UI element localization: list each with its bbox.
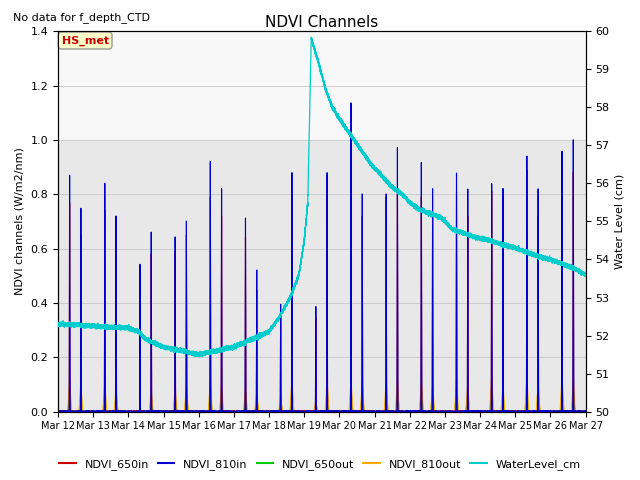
Y-axis label: NDVI channels (W/m2/nm): NDVI channels (W/m2/nm) [15, 147, 25, 295]
Line: WaterLevel_cm: WaterLevel_cm [58, 37, 586, 357]
NDVI_650in [82, 409, 90, 415]
NDVI_650out [558, 384, 566, 390]
NDVI_650in [523, 167, 531, 173]
WaterLevel_cm [478, 237, 486, 242]
NDVI_650in [54, 409, 62, 415]
NDVI_650out [465, 401, 473, 407]
Title: NDVI Channels: NDVI Channels [265, 15, 378, 30]
WaterLevel_cm [391, 187, 399, 193]
NDVI_810out [558, 373, 566, 379]
NDVI_810in [54, 409, 62, 415]
Line: NDVI_650out: NDVI_650out [58, 387, 586, 412]
NDVI_810in [478, 409, 486, 415]
Text: HS_met: HS_met [61, 36, 109, 46]
NDVI_650out [54, 409, 62, 415]
NDVI_650out [582, 409, 589, 415]
NDVI_810in [465, 408, 473, 414]
WaterLevel_cm [465, 233, 473, 239]
NDVI_810in [391, 408, 399, 414]
Legend: NDVI_650in, NDVI_810in, NDVI_650out, NDVI_810out, WaterLevel_cm: NDVI_650in, NDVI_810in, NDVI_650out, NDV… [54, 455, 586, 474]
NDVI_810in [347, 100, 355, 106]
NDVI_810in [82, 408, 90, 414]
WaterLevel_cm [54, 321, 62, 326]
NDVI_650in [465, 408, 473, 414]
NDVI_650out [391, 409, 399, 415]
NDVI_810out [82, 409, 90, 415]
NDVI_650in [485, 408, 493, 414]
NDVI_650out [485, 409, 493, 415]
Line: NDVI_810out: NDVI_810out [58, 376, 586, 412]
NDVI_650in [451, 409, 458, 415]
WaterLevel_cm [451, 228, 458, 234]
NDVI_650in [391, 409, 399, 415]
WaterLevel_cm [196, 354, 204, 360]
Text: No data for f_depth_CTD: No data for f_depth_CTD [13, 12, 150, 23]
NDVI_810in [582, 408, 589, 414]
Line: NDVI_810in: NDVI_810in [58, 103, 586, 412]
NDVI_650in [582, 409, 589, 415]
WaterLevel_cm [485, 237, 493, 243]
NDVI_650in [54, 409, 62, 415]
Y-axis label: Water Level (cm): Water Level (cm) [615, 174, 625, 269]
NDVI_810out [54, 408, 62, 414]
NDVI_810out [54, 409, 62, 415]
NDVI_650out [478, 409, 486, 415]
WaterLevel_cm [582, 273, 589, 279]
NDVI_810out [465, 397, 473, 403]
NDVI_650in [478, 408, 486, 414]
NDVI_810out [485, 409, 493, 415]
NDVI_810in [485, 408, 493, 414]
NDVI_650out [82, 408, 90, 414]
NDVI_810out [391, 409, 399, 415]
WaterLevel_cm [82, 323, 90, 328]
NDVI_810out [451, 408, 458, 414]
NDVI_650out [451, 408, 458, 414]
NDVI_810out [478, 408, 486, 414]
NDVI_810in [451, 409, 458, 415]
WaterLevel_cm [307, 34, 315, 40]
Bar [58, 31, 586, 140]
NDVI_810in [54, 408, 62, 414]
NDVI_810out [582, 409, 589, 415]
Line: NDVI_650in: NDVI_650in [58, 170, 586, 412]
